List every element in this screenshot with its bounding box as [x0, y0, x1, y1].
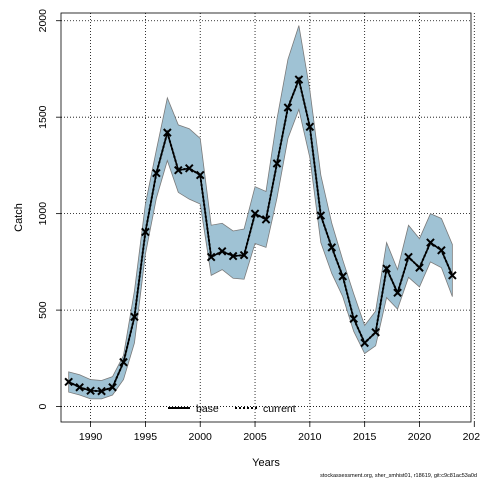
observed-marker — [64, 377, 73, 387]
observed-marker — [404, 252, 413, 262]
y-tick-label: 0 — [37, 403, 49, 409]
observed-marker — [250, 209, 260, 218]
plot-frame — [60, 12, 472, 423]
observed-marker — [327, 243, 337, 252]
observed-marker — [371, 327, 380, 337]
x-tick-label: 2025 — [463, 431, 480, 443]
observed-marker — [75, 382, 84, 392]
observed-marker — [86, 386, 95, 396]
observed-marker — [217, 246, 227, 256]
observed-marker — [261, 215, 271, 224]
observed-marker — [393, 288, 402, 298]
observed-marker — [294, 75, 304, 84]
observed-markers — [64, 75, 457, 396]
observed-marker — [239, 250, 249, 260]
observed-marker — [382, 264, 391, 273]
observed-marker — [338, 272, 348, 281]
observed-marker — [426, 238, 435, 247]
x-tick-label: 1990 — [79, 431, 103, 443]
y-tick-label: 2000 — [37, 9, 49, 33]
observed-marker — [360, 338, 369, 348]
observed-marker — [349, 314, 359, 324]
y-tick-label: 1000 — [37, 202, 49, 226]
observed-marker — [173, 165, 183, 175]
observed-marker — [437, 245, 446, 255]
observed-marker — [206, 252, 216, 262]
y-axis: 0 500 1000 1500 2000 — [37, 9, 61, 409]
x-tick-label: 2020 — [408, 431, 432, 443]
observed-marker — [448, 271, 457, 280]
x-axis: 1990 1995 2000 2005 2010 2015 2020 2025 — [79, 422, 480, 443]
observed-marker — [141, 227, 150, 237]
observed-marker — [415, 263, 424, 272]
observed-marker — [195, 170, 205, 180]
observed-marker — [130, 312, 139, 322]
observed-marker — [228, 251, 238, 261]
x-tick-label: 2015 — [353, 431, 377, 443]
observed-marker — [316, 211, 326, 220]
observed-marker — [305, 122, 315, 132]
confidence-band — [68, 25, 453, 400]
observed-marker — [283, 103, 293, 112]
y-tick-label: 500 — [37, 301, 49, 319]
x-tick-label: 1995 — [134, 431, 158, 443]
x-tick-label: 2010 — [298, 431, 322, 443]
footer-text: stockassessment.org, sher_smhist01, r186… — [320, 473, 477, 479]
observed-marker — [97, 386, 106, 396]
observed-marker — [163, 128, 172, 137]
x-axis-title: Years — [252, 457, 280, 469]
observed-marker — [272, 159, 282, 168]
series-line-current — [68, 76, 454, 393]
observed-marker — [108, 382, 117, 392]
observed-marker — [184, 163, 194, 173]
legend: base current — [168, 403, 296, 415]
x-tick-label: 2005 — [243, 431, 267, 443]
legend-label-base: base — [196, 403, 219, 415]
y-axis-title: Catch — [13, 203, 25, 232]
x-tick-label: 2000 — [189, 431, 213, 443]
observed-marker — [119, 357, 128, 367]
legend-label-current: current — [263, 403, 296, 415]
y-tick-label: 1500 — [37, 105, 49, 129]
observed-marker — [152, 168, 161, 178]
